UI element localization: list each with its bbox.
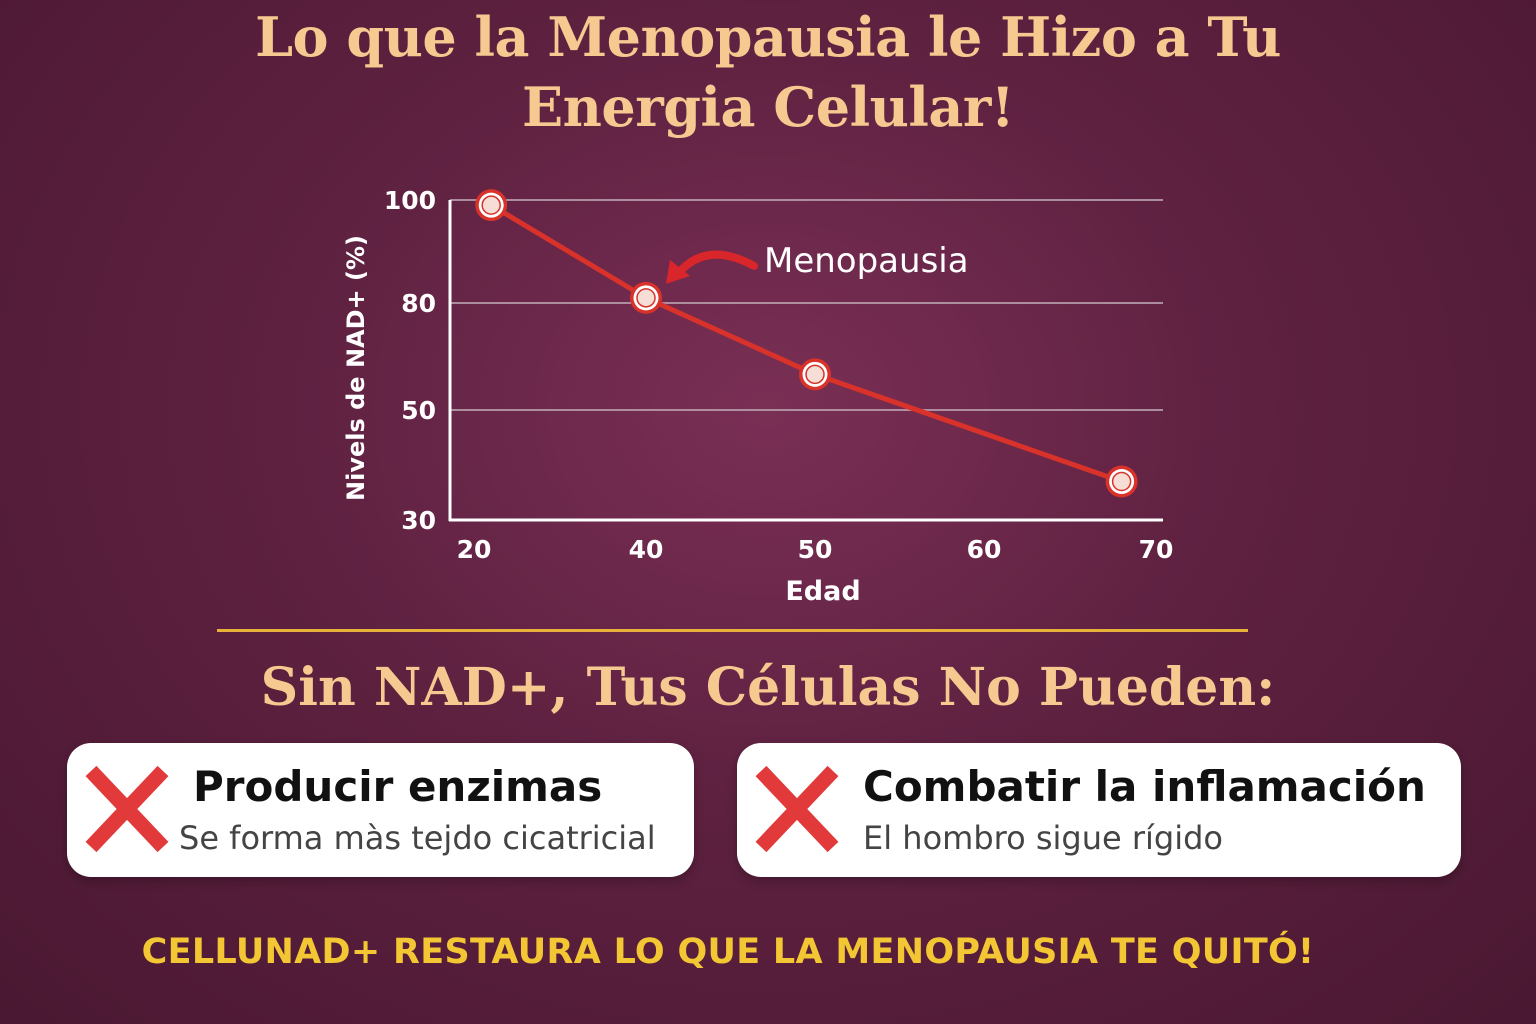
- data-point: [1105, 465, 1138, 498]
- x-mark-icon: [85, 765, 169, 853]
- x-tick-label: 20: [457, 535, 492, 564]
- card-fight-inflammation: Combatir la inflamación El hombro sigue …: [737, 743, 1461, 877]
- y-axis-label: Nivels de NAD+ (%): [342, 235, 370, 501]
- section-subtitle: Sin NAD+, Tus Células No Pueden:: [260, 657, 1276, 718]
- data-point-core: [1111, 471, 1132, 492]
- x-tick-label: 60: [967, 535, 1002, 564]
- data-point-core: [805, 364, 825, 385]
- data-point-core: [636, 288, 656, 308]
- cta-banner: CELLUNAD+ RESTAURA LO QUE LA MENOPAUSIA …: [141, 932, 1315, 972]
- data-point-core: [481, 195, 501, 215]
- title-line-1: Lo que la Menopausia le Hizo a Tu: [255, 5, 1281, 69]
- x-mark-icon: [755, 765, 839, 853]
- x-tick-label: 40: [629, 535, 664, 564]
- section-divider: [217, 629, 1248, 632]
- card-heading: Combatir la inflamación: [863, 762, 1426, 811]
- card-heading: Producir enzimas: [193, 762, 603, 811]
- data-point: [630, 281, 662, 314]
- curved-arrow-icon: [666, 250, 758, 284]
- menopausia-annotation: Menopausia: [764, 241, 969, 281]
- series-line: [489, 203, 1123, 484]
- y-tick-label: 30: [401, 506, 436, 535]
- data-point: [475, 189, 508, 222]
- y-tick-label: 100: [384, 186, 436, 215]
- card-detail: Se forma màs tejdo cicatricial: [179, 819, 656, 857]
- data-point: [799, 358, 831, 391]
- arrow-head: [666, 259, 690, 284]
- x-tick-label: 50: [798, 535, 833, 564]
- y-tick-label: 80: [401, 289, 436, 318]
- arrow-shaft: [674, 250, 758, 278]
- x-axis-label: Edad: [785, 576, 860, 607]
- page-title: Lo que la Menopausia le Hizo a Tu Energi…: [0, 2, 1536, 142]
- title-line-2: Energia Celular!: [521, 75, 1015, 139]
- card-detail: El hombro sigue rígido: [863, 819, 1223, 857]
- y-tick-label: 50: [401, 396, 436, 425]
- card-produce-enzymes: Producir enzimas Se forma màs tejdo cica…: [67, 743, 694, 877]
- x-tick-label: 70: [1139, 535, 1174, 564]
